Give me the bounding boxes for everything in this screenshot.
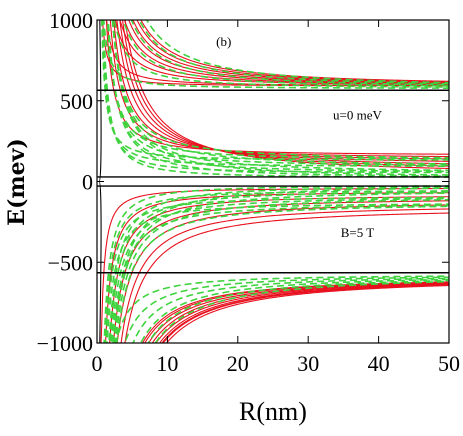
series-green-dashed-line [113,20,449,88]
series-red-line [124,212,449,343]
series-red-line [119,20,449,85]
series-green-dashed-line [111,204,449,343]
series-red-line [165,284,449,343]
series-green-dashed-line [122,20,449,87]
series-red-line [113,20,449,160]
series-black-line [98,180,102,343]
series-black-line [98,20,102,183]
series-green-dashed-line [139,278,449,343]
series-green-dashed-line [106,20,449,160]
series-green-dashed-line [132,277,449,343]
series-green-dashed-line [108,186,449,343]
x-tick-label: 10 [156,351,178,376]
series-green-dashed-line [102,20,449,174]
series-green-dashed-line [104,190,449,343]
series-green-dashed-line [138,20,449,85]
annotation-label: B=5 T [341,225,375,240]
series-green-dashed-line [115,275,449,343]
y-tick-label: −1000 [37,331,93,356]
series-red-line [120,208,449,343]
series-green-dashed-line [154,280,449,343]
series-green-dashed-line [111,20,449,165]
series-green-dashed-line [106,20,449,166]
y-tick-label: −500 [48,250,93,275]
series-green-dashed-line [105,196,449,343]
series-red-line [105,20,449,155]
series-green-dashed-line [107,20,449,173]
plot-lines [97,20,449,343]
tick-labels: 0 10 20 30 40 50 −1000 −500 0 500 1000 [37,8,460,376]
series-green-dashed-line [147,279,449,343]
series-green-dashed-line [112,187,449,343]
series-green-dashed-line [124,276,449,343]
series-green-dashed-line [111,20,449,172]
series-green-dashed-line [106,203,449,343]
series-green-dashed-line [115,205,449,343]
x-tick-label: 30 [297,351,319,376]
y-tick-label: 0 [82,170,93,195]
annotation-label: u=0 meV [333,107,382,122]
x-axis-title: R(nm) [239,397,307,426]
series-green-dashed-line [109,191,449,343]
series-red-line [124,20,449,170]
series-green-dashed-line [145,20,449,84]
x-tick-label: 0 [92,351,103,376]
series-green-dashed-line [111,20,449,176]
series-red-line [128,20,449,84]
series-green-dashed-line [110,197,449,343]
series-red-line [158,283,449,343]
series-green-dashed-line [113,192,449,343]
series-green-dashed-line [101,20,449,167]
x-tick-label: 40 [368,351,390,376]
y-tick-label: 500 [60,89,93,114]
series-red-line [123,20,449,85]
x-tick-label: 20 [227,351,249,376]
series-green-dashed-line [102,20,449,89]
x-tick-label: 50 [438,351,460,376]
series-green-dashed-line [111,20,449,159]
y-axis-title: E(mev) [4,138,30,226]
y-tick-label: 1000 [49,8,93,33]
annotations: (b) u=0 meV B=5 T [216,34,382,240]
series-green-dashed-line [114,198,449,343]
series-green-dashed-line [130,20,449,86]
axis-ticks [96,19,450,344]
series-green-dashed-line [107,20,449,177]
series-red-line [162,284,449,343]
annotation-label: (b) [216,34,231,49]
